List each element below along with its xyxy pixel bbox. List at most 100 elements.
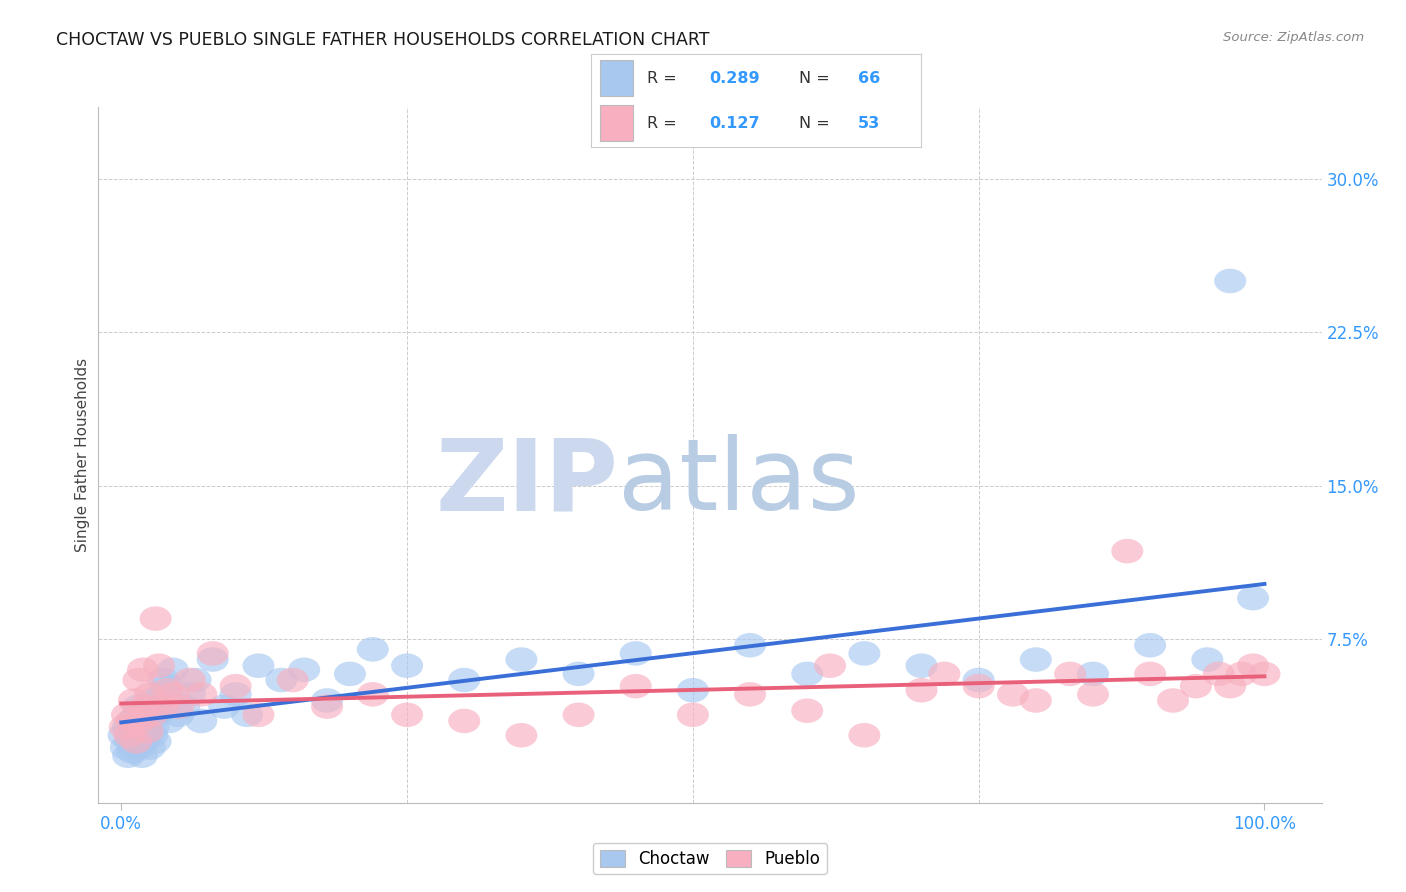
Ellipse shape [197, 648, 229, 672]
Ellipse shape [124, 723, 156, 747]
Text: 0.289: 0.289 [710, 70, 761, 86]
Ellipse shape [997, 682, 1029, 706]
Text: N =: N = [799, 116, 835, 131]
Ellipse shape [111, 703, 143, 727]
Text: R =: R = [647, 70, 682, 86]
Ellipse shape [121, 703, 153, 727]
Ellipse shape [734, 633, 766, 657]
Ellipse shape [391, 703, 423, 727]
Ellipse shape [150, 678, 183, 703]
Ellipse shape [122, 735, 155, 760]
Ellipse shape [112, 743, 145, 768]
Ellipse shape [135, 689, 167, 713]
Ellipse shape [357, 682, 389, 706]
Ellipse shape [131, 703, 163, 727]
Ellipse shape [118, 689, 150, 713]
Ellipse shape [676, 703, 709, 727]
Ellipse shape [186, 708, 218, 733]
Ellipse shape [505, 648, 537, 672]
Ellipse shape [150, 673, 183, 698]
Ellipse shape [1191, 648, 1223, 672]
Ellipse shape [1135, 633, 1166, 657]
Ellipse shape [1180, 673, 1212, 698]
Ellipse shape [311, 694, 343, 719]
Text: ZIP: ZIP [436, 434, 619, 532]
Ellipse shape [131, 719, 163, 743]
Text: 0.127: 0.127 [710, 116, 761, 131]
Ellipse shape [186, 682, 218, 706]
Ellipse shape [391, 654, 423, 678]
Ellipse shape [118, 723, 150, 747]
Ellipse shape [174, 682, 205, 706]
Ellipse shape [129, 698, 162, 723]
Ellipse shape [277, 668, 309, 692]
Ellipse shape [734, 682, 766, 706]
Ellipse shape [115, 708, 148, 733]
Ellipse shape [136, 703, 169, 727]
Ellipse shape [242, 654, 274, 678]
Ellipse shape [333, 662, 366, 686]
Ellipse shape [129, 694, 162, 719]
Ellipse shape [1215, 268, 1246, 293]
Ellipse shape [120, 729, 152, 754]
Ellipse shape [1202, 662, 1234, 686]
Ellipse shape [148, 668, 180, 692]
Text: N =: N = [799, 70, 835, 86]
Ellipse shape [1019, 689, 1052, 713]
Ellipse shape [288, 657, 321, 682]
Ellipse shape [792, 698, 823, 723]
Ellipse shape [848, 723, 880, 747]
Ellipse shape [122, 668, 155, 692]
Y-axis label: Single Father Households: Single Father Households [75, 358, 90, 552]
Ellipse shape [114, 723, 145, 747]
Ellipse shape [136, 723, 169, 747]
Ellipse shape [1054, 662, 1087, 686]
Ellipse shape [814, 654, 846, 678]
Ellipse shape [125, 714, 156, 739]
Ellipse shape [153, 708, 186, 733]
Ellipse shape [792, 662, 823, 686]
Ellipse shape [163, 703, 194, 727]
Ellipse shape [620, 673, 652, 698]
Legend: Choctaw, Pueblo: Choctaw, Pueblo [593, 843, 827, 874]
Ellipse shape [108, 723, 139, 747]
Ellipse shape [1215, 673, 1246, 698]
Ellipse shape [905, 654, 938, 678]
Ellipse shape [231, 703, 263, 727]
Ellipse shape [676, 678, 709, 703]
Ellipse shape [242, 703, 274, 727]
Ellipse shape [120, 719, 150, 743]
Ellipse shape [117, 739, 149, 764]
Ellipse shape [143, 654, 174, 678]
Ellipse shape [1135, 662, 1166, 686]
Ellipse shape [174, 668, 205, 692]
Ellipse shape [156, 657, 188, 682]
Ellipse shape [562, 662, 595, 686]
Ellipse shape [134, 682, 166, 706]
Ellipse shape [143, 694, 174, 719]
Ellipse shape [115, 708, 148, 733]
Ellipse shape [963, 668, 994, 692]
Ellipse shape [141, 703, 173, 727]
Ellipse shape [905, 678, 938, 703]
Ellipse shape [1157, 689, 1189, 713]
Ellipse shape [562, 703, 595, 727]
Ellipse shape [127, 657, 159, 682]
Ellipse shape [139, 607, 172, 631]
Ellipse shape [169, 694, 200, 719]
Ellipse shape [1237, 586, 1270, 610]
Text: R =: R = [647, 116, 682, 131]
Ellipse shape [1077, 662, 1109, 686]
Ellipse shape [127, 743, 157, 768]
Ellipse shape [163, 694, 194, 719]
Ellipse shape [110, 735, 142, 760]
Ellipse shape [114, 729, 146, 754]
Ellipse shape [1111, 539, 1143, 564]
Ellipse shape [134, 735, 166, 760]
Text: 66: 66 [858, 70, 880, 86]
Text: atlas: atlas [619, 434, 860, 532]
Ellipse shape [449, 708, 481, 733]
Text: 53: 53 [858, 116, 880, 131]
Ellipse shape [108, 714, 141, 739]
Ellipse shape [197, 641, 229, 665]
